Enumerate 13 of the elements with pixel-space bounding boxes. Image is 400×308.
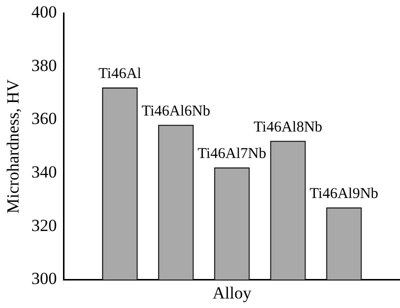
y-tick-label: 360	[31, 109, 57, 128]
y-tick-label: 320	[31, 216, 57, 235]
x-axis-title: Alloy	[212, 283, 252, 302]
x-tick-label: Ti46Al7Nb	[198, 146, 266, 162]
y-axis-title: Microhardness, HV	[4, 78, 23, 214]
x-tick-label: Ti46Al9Nb	[310, 186, 378, 202]
y-tick-label: 380	[31, 56, 57, 75]
x-tick-label: Ti46Al8Nb	[254, 120, 322, 136]
y-tick-label: 300	[31, 269, 57, 288]
x-tick-label: Ti46Al6Nb	[142, 104, 210, 120]
y-tick-label: 340	[31, 162, 57, 182]
y-tick-label: 400	[31, 2, 57, 22]
x-tick-label: Ti46Al	[98, 66, 142, 82]
